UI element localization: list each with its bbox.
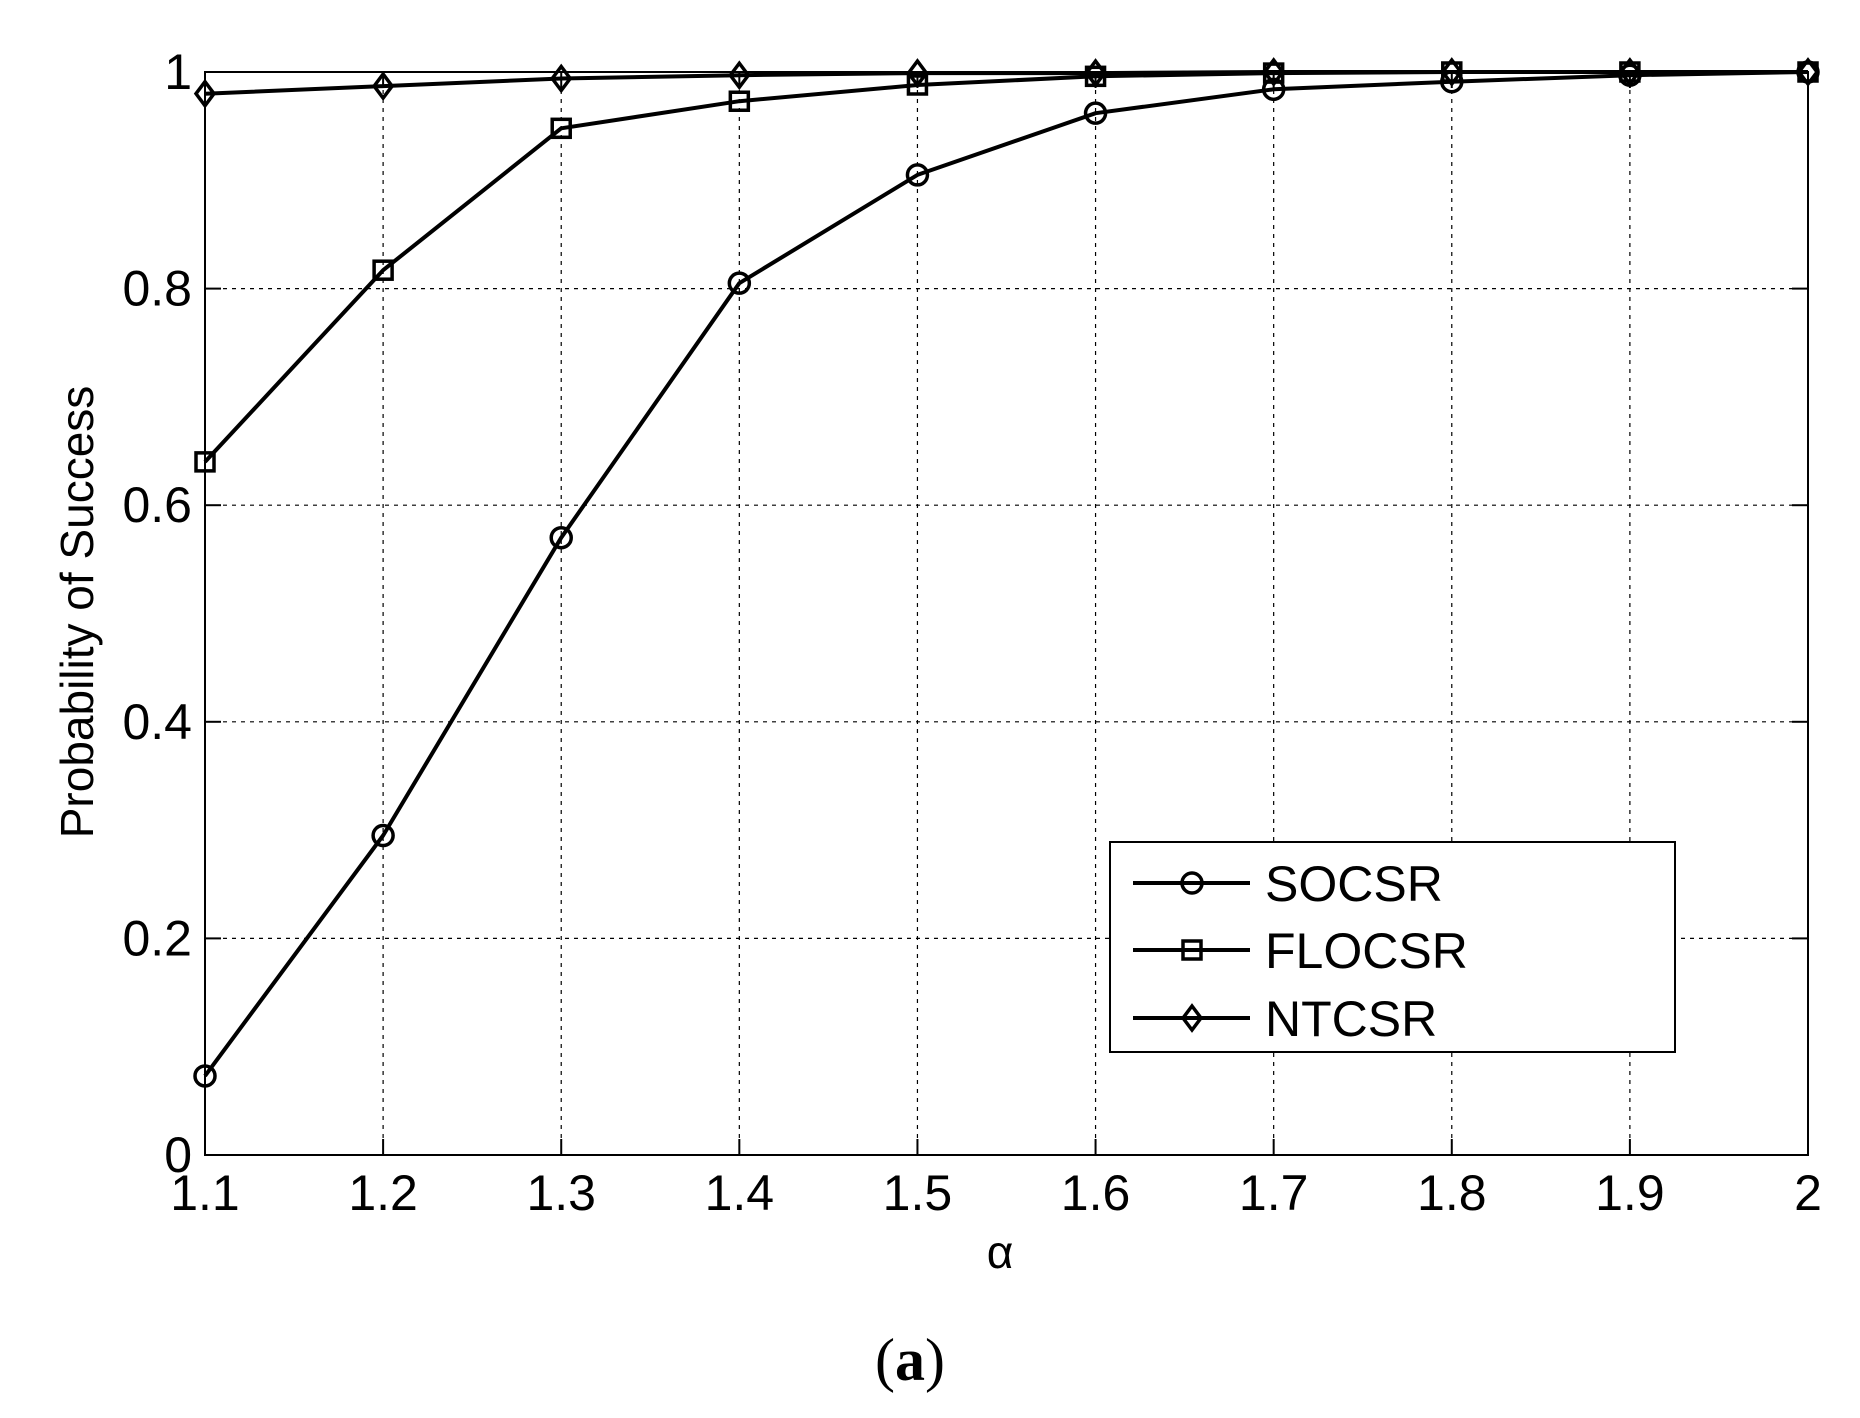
- data-point-socsr: [727, 271, 752, 295]
- data-point-socsr: [1083, 101, 1108, 125]
- legend-label-socsr: SOCSR: [1265, 856, 1443, 912]
- x-tick-label: 1.6: [1061, 1165, 1131, 1221]
- y-tick-label: 0.4: [122, 694, 192, 750]
- x-tick-label: 1.3: [526, 1165, 596, 1221]
- legend-label-flocsr: FLOCSR: [1265, 923, 1468, 979]
- y-tick-label: 1: [164, 44, 192, 100]
- x-tick-label: 1.8: [1417, 1165, 1487, 1221]
- series-line-socsr: [203, 70, 1809, 1078]
- axis-ticks: [204, 71, 1809, 1156]
- legend-marker-socsr: [1180, 871, 1204, 895]
- y-tick-label: 0.2: [122, 910, 192, 966]
- data-point-flocsr: [372, 259, 394, 281]
- data-point-ntcsr: [371, 71, 395, 101]
- legend-item-socsr: SOCSR: [1133, 856, 1443, 912]
- x-tick-label: 1.7: [1239, 1165, 1309, 1221]
- x-tick-label: 1.1: [170, 1165, 240, 1221]
- x-tick-label: 1.4: [705, 1165, 775, 1221]
- x-tick-label: 1.2: [348, 1165, 418, 1221]
- y-tick-label: 0.6: [122, 477, 192, 533]
- data-point-socsr: [371, 823, 395, 848]
- data-point-ntcsr: [550, 63, 573, 94]
- legend-item-flocsr: FLOCSR: [1133, 923, 1468, 979]
- y-axis-title: Probability of Success: [51, 386, 103, 839]
- caption-letter: a: [895, 1327, 925, 1393]
- tick-labels: 1.1 1.2 1.3 1.4 1.5 1.6 1.7 1.8 1.9 2 0 0.2 0.4 0.6 0.…: [122, 44, 1821, 1221]
- figure-caption: (a): [875, 1327, 945, 1393]
- caption-open-paren: (: [875, 1327, 895, 1393]
- legend-marker-flocsr: [1181, 939, 1203, 961]
- legend: SOCSR FLOCSR NTCSR: [1109, 841, 1676, 1053]
- y-tick-label: 0.8: [122, 261, 192, 317]
- data-point-flocsr: [728, 90, 751, 112]
- data-point-socsr: [549, 525, 573, 550]
- legend-marker-ntcsr: [1180, 1003, 1204, 1033]
- plot-frame: [204, 71, 1809, 1156]
- x-axis-title: α: [987, 1226, 1014, 1278]
- x-tick-label: 1.5: [883, 1165, 953, 1221]
- legend-label-ntcsr: NTCSR: [1265, 991, 1437, 1047]
- grid-lines: [205, 72, 1808, 1155]
- caption-close-paren: ): [925, 1327, 945, 1393]
- y-tick-label: 0: [164, 1127, 192, 1183]
- legend-item-ntcsr: NTCSR: [1133, 991, 1437, 1047]
- x-tick-label: 2: [1794, 1165, 1822, 1221]
- data-point-socsr: [905, 163, 930, 187]
- data-point-flocsr: [550, 117, 572, 140]
- x-tick-label: 1.9: [1595, 1165, 1665, 1221]
